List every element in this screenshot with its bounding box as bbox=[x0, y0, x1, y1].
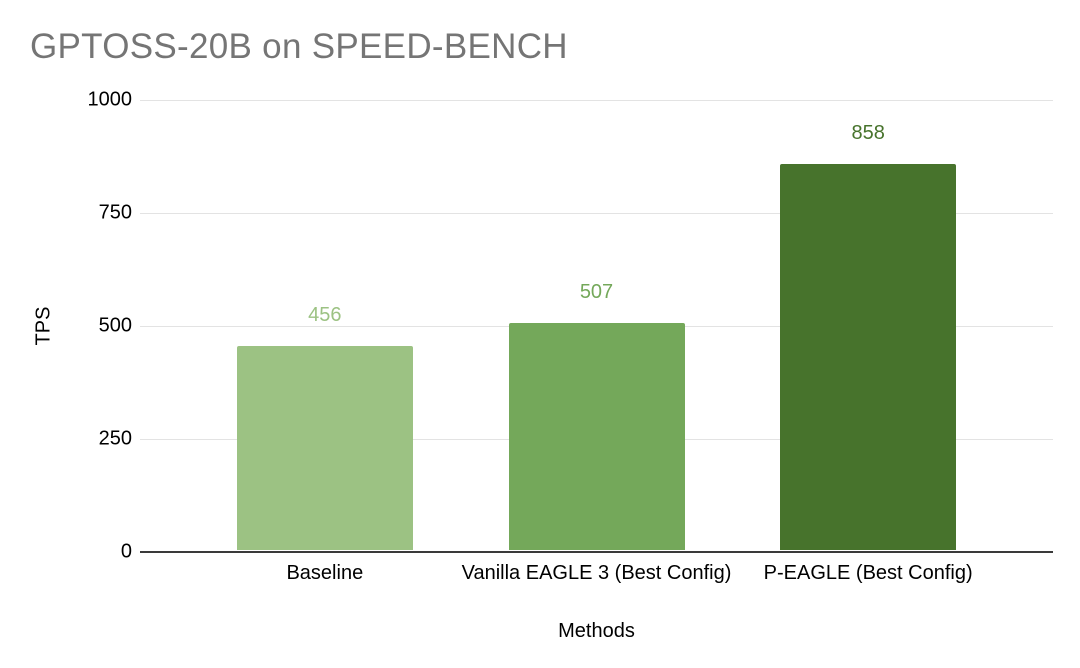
x-axis-title: Methods bbox=[558, 620, 635, 642]
bar-value-label-1: 456 bbox=[308, 303, 342, 326]
y-tick-label-250: 250 bbox=[98, 427, 132, 450]
x-axis-line bbox=[140, 551, 1053, 553]
y-tick-label-0: 0 bbox=[120, 540, 132, 563]
x-tick-label-1: Baseline bbox=[286, 562, 364, 584]
bar-3 bbox=[780, 164, 957, 550]
y-tick-label-750: 750 bbox=[98, 201, 132, 224]
x-tick-label-3: P-EAGLE (Best Config) bbox=[763, 562, 973, 584]
bar-value-label-2: 507 bbox=[579, 280, 614, 303]
gridline-1000 bbox=[140, 100, 1053, 101]
x-tick-label-2: Vanilla EAGLE 3 (Best Config) bbox=[461, 562, 732, 584]
plot-area: 456 507 858 bbox=[140, 100, 1053, 553]
bar-2 bbox=[508, 322, 685, 550]
bar-value-label-3: 858 bbox=[851, 122, 885, 145]
chart-title: GPTOSS-20B on SPEED-BENCH bbox=[30, 27, 568, 66]
y-axis-title: TPS bbox=[32, 306, 55, 346]
y-tick-label-500: 500 bbox=[98, 314, 132, 337]
y-tick-label-1000: 1000 bbox=[87, 88, 133, 111]
bar-1 bbox=[236, 345, 413, 550]
gridline-750 bbox=[140, 213, 1053, 214]
